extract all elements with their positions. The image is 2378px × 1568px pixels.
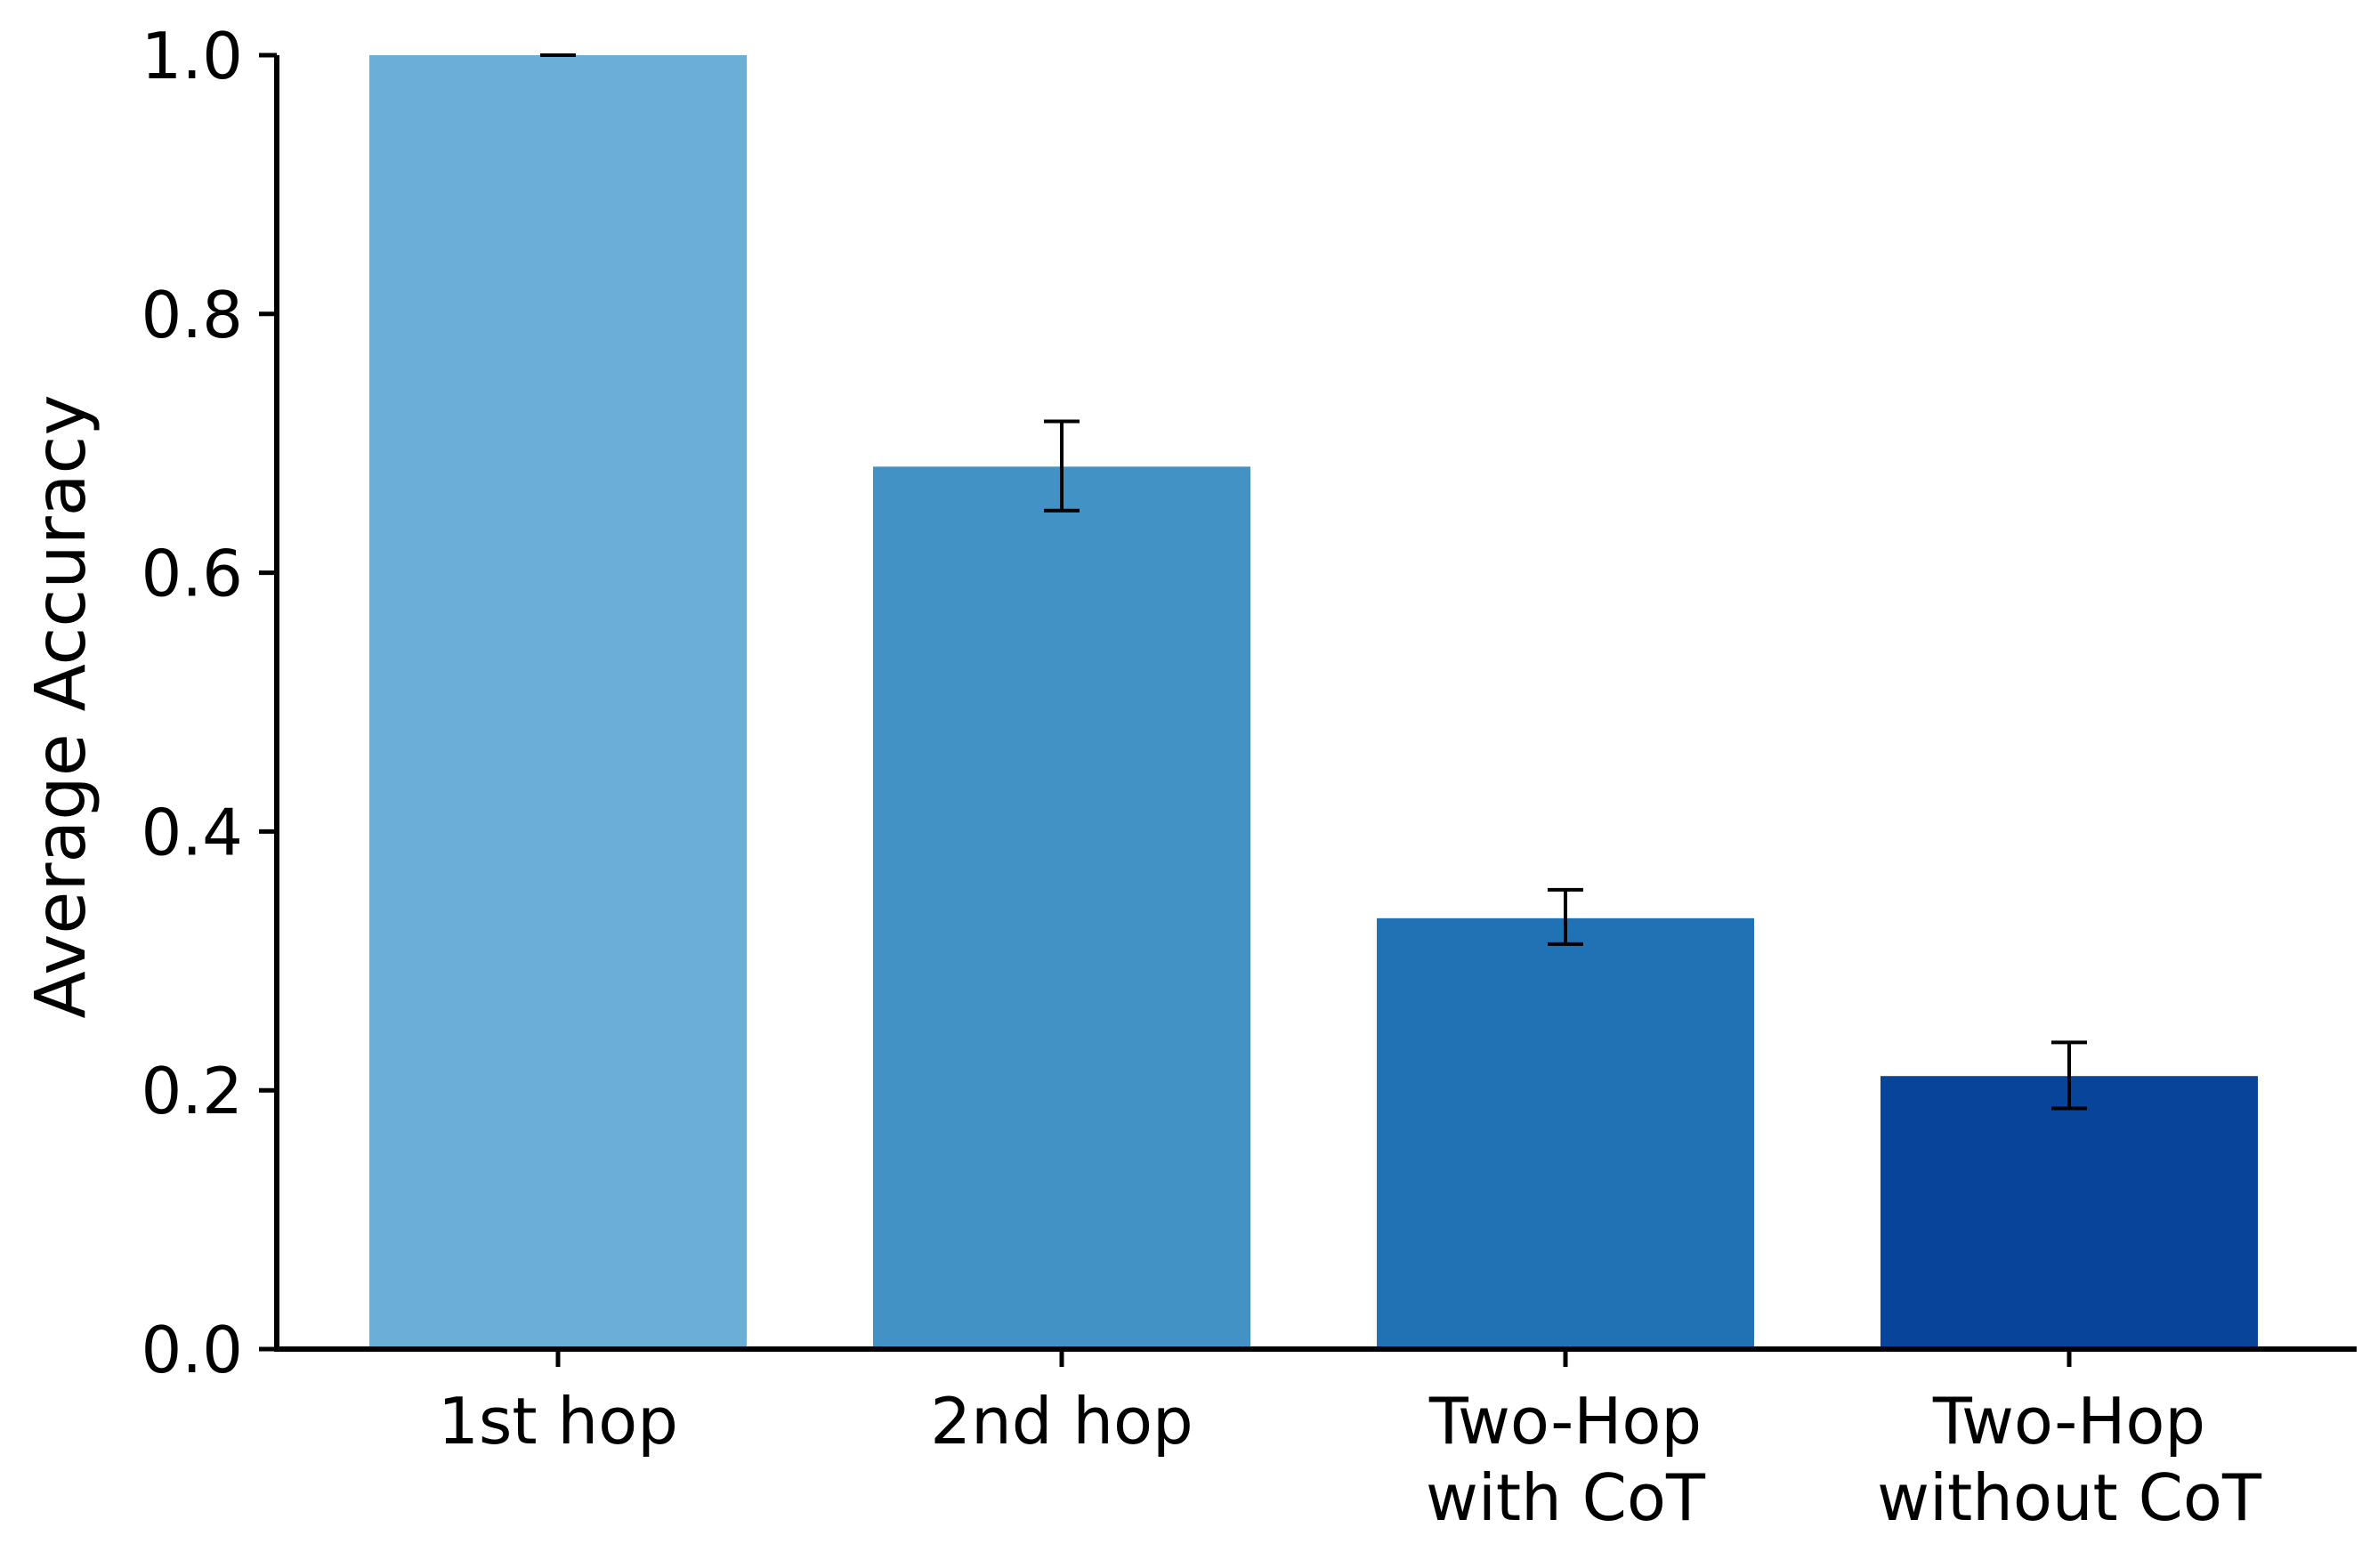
x-tick-label-line: 2nd hop [930,1384,1193,1459]
error-bar-2 [1548,887,1583,946]
y-axis-title: Average Accuracy [21,394,101,1018]
x-tick-label-2: Two-Hop with CoT [1426,1384,1706,1535]
error-bar-3 [2051,1040,2087,1111]
error-bar-1 [1044,419,1080,513]
y-tick-label: 0.6 [141,537,243,611]
x-tick-label-1: 2nd hop [930,1384,1193,1459]
y-tick-label: 0.2 [141,1054,243,1128]
error-bars-group [540,53,2087,1111]
y-tick-label: 0.0 [141,1313,243,1387]
x-tick-label-line: Two-Hop [1428,1384,1702,1459]
x-tick-label-3: Two-Hop without CoT [1877,1384,2262,1535]
x-tick-label-line: without CoT [1877,1460,2262,1535]
y-tick-label: 0.8 [141,278,243,352]
x-tick-label-line: 1st hop [438,1384,678,1459]
x-tick-label-line: with CoT [1426,1460,1706,1535]
axes-group [274,55,2357,1352]
bar-1 [873,466,1250,1349]
bar-3 [1881,1076,2258,1349]
bar-2 [1377,917,1754,1349]
bar-0 [369,55,747,1349]
y-ticks-group: 0.0 0.2 0.4 0.6 0.8 1.0 [141,19,277,1387]
x-tick-label-line: Two-Hop [1932,1384,2205,1459]
y-tick-label: 1.0 [141,19,243,93]
y-tick-label: 0.4 [141,795,243,869]
bars-group [369,55,2258,1349]
x-tick-label-0: 1st hop [438,1384,678,1459]
